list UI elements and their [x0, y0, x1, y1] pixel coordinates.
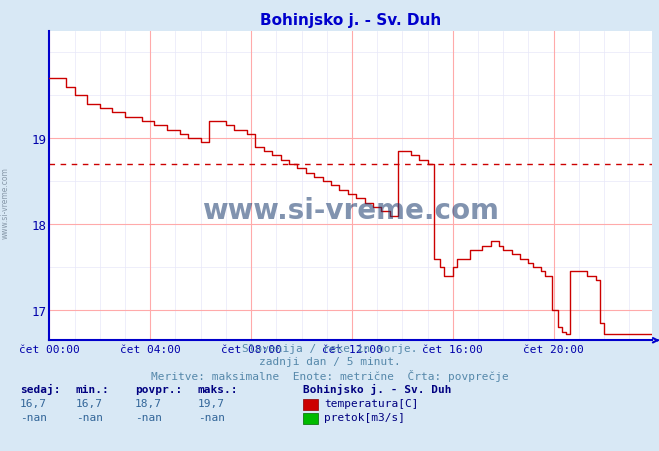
Text: -nan: -nan — [20, 412, 47, 422]
Text: Bohinjsko j. - Sv. Duh: Bohinjsko j. - Sv. Duh — [303, 384, 451, 395]
Text: zadnji dan / 5 minut.: zadnji dan / 5 minut. — [258, 356, 401, 366]
Text: povpr.:: povpr.: — [135, 385, 183, 395]
Text: www.si-vreme.com: www.si-vreme.com — [1, 167, 10, 239]
Text: Slovenija / reke in morje.: Slovenija / reke in morje. — [242, 344, 417, 354]
Text: 19,7: 19,7 — [198, 398, 225, 408]
Text: maks.:: maks.: — [198, 385, 238, 395]
Text: temperatura[C]: temperatura[C] — [324, 398, 418, 408]
Text: min.:: min.: — [76, 385, 109, 395]
Title: Bohinjsko j. - Sv. Duh: Bohinjsko j. - Sv. Duh — [260, 13, 442, 28]
Text: Meritve: maksimalne  Enote: metrične  Črta: povprečje: Meritve: maksimalne Enote: metrične Črta… — [151, 369, 508, 381]
Text: -nan: -nan — [198, 412, 225, 422]
Text: -nan: -nan — [76, 412, 103, 422]
Text: sedaj:: sedaj: — [20, 384, 60, 395]
Text: 16,7: 16,7 — [20, 398, 47, 408]
Text: 16,7: 16,7 — [76, 398, 103, 408]
Text: www.si-vreme.com: www.si-vreme.com — [202, 197, 500, 225]
Text: -nan: -nan — [135, 412, 162, 422]
Text: 18,7: 18,7 — [135, 398, 162, 408]
Text: pretok[m3/s]: pretok[m3/s] — [324, 412, 405, 422]
